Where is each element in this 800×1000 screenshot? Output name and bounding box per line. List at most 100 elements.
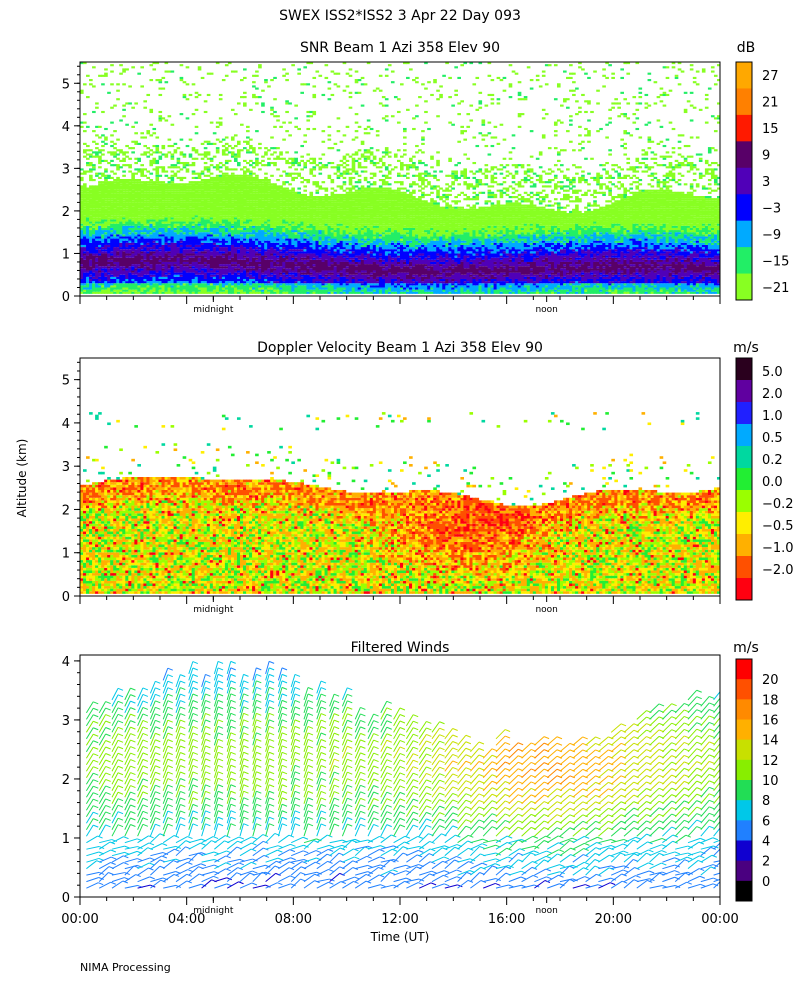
snr-cell	[185, 255, 190, 260]
snr-cell	[200, 142, 205, 145]
snr-cell	[481, 227, 486, 231]
snr-cell	[505, 255, 510, 258]
snr-cell	[200, 210, 205, 214]
snr-cell	[95, 187, 99, 201]
snr-cell	[264, 147, 268, 150]
snr-cell	[487, 259, 492, 269]
snr-cell	[288, 157, 292, 160]
snr-cell	[460, 170, 464, 175]
snr-cell	[403, 272, 407, 284]
snr-cell	[348, 221, 353, 233]
snr-cell	[378, 102, 383, 105]
snr-cell	[466, 281, 471, 284]
snr-cell	[369, 176, 374, 179]
snr-cell	[427, 81, 431, 84]
snr-cell	[369, 127, 374, 131]
snr-cell	[403, 174, 407, 177]
snr-cell	[134, 191, 138, 199]
snr-cell	[291, 257, 295, 260]
snr-cell	[101, 266, 105, 269]
snr-cell	[104, 193, 108, 199]
snr-cell	[448, 76, 452, 80]
snr-cell	[409, 259, 413, 262]
snr-cell	[188, 191, 193, 197]
snr-cell	[194, 270, 199, 275]
snr-cell	[454, 66, 458, 69]
snr-cell	[170, 219, 175, 222]
snr-cell	[342, 176, 347, 179]
snr-cell	[508, 283, 513, 286]
snr-cell	[309, 247, 314, 254]
snr-cell	[176, 234, 181, 241]
snr-cell	[291, 64, 295, 67]
snr-cell	[514, 208, 519, 211]
snr-cell	[95, 264, 99, 269]
snr-cell	[318, 230, 323, 235]
snr-cell	[369, 276, 374, 284]
snr-cell	[167, 264, 172, 269]
snr-cell	[140, 136, 144, 139]
snr-cell	[520, 240, 525, 252]
snr-cell	[170, 230, 175, 237]
snr-cell	[415, 225, 419, 228]
snr-cell	[312, 181, 317, 186]
snr-cell	[285, 72, 289, 75]
snr-cell	[119, 64, 123, 67]
snr-cell	[372, 285, 377, 288]
snr-cell	[505, 223, 510, 228]
snr-cell	[300, 257, 304, 260]
snr-cell	[246, 266, 250, 269]
snr-cell	[125, 208, 129, 211]
snr-cell	[224, 136, 229, 139]
snr-cell	[297, 251, 301, 254]
snr-cell	[243, 259, 247, 269]
snr-cell	[110, 266, 114, 269]
snr-cell	[227, 62, 232, 65]
snr-cell	[342, 247, 347, 250]
snr-cell	[200, 189, 205, 197]
snr-cell	[212, 223, 217, 228]
snr-cell	[315, 191, 320, 194]
snr-cell	[246, 268, 250, 273]
snr-cell	[128, 232, 132, 235]
snr-cell	[240, 196, 244, 205]
snr-cell	[421, 187, 425, 190]
snr-cell	[345, 125, 350, 128]
snr-cell	[324, 219, 329, 222]
snr-cell	[315, 255, 320, 260]
snr-cell	[430, 215, 434, 218]
snr-cell	[369, 225, 374, 231]
snr-cell	[363, 264, 368, 271]
snr-cell	[454, 230, 458, 233]
snr-cell	[188, 185, 193, 188]
snr-cell	[104, 221, 108, 228]
snr-cell	[206, 223, 211, 228]
snr-cell	[191, 83, 196, 86]
snr-cell	[227, 281, 232, 284]
snr-cell	[354, 219, 359, 222]
snr-cell	[83, 215, 87, 226]
snr-cell	[200, 198, 205, 201]
snr-cell	[481, 259, 486, 262]
snr-cell	[176, 183, 181, 188]
snr-cell	[312, 257, 317, 260]
snr-cell	[209, 181, 214, 184]
snr-cell	[197, 183, 202, 190]
snr-cell	[415, 238, 419, 241]
snr-cell	[448, 121, 452, 124]
snr-cell	[487, 283, 492, 288]
snr-cell	[164, 170, 169, 173]
snr-cell	[261, 181, 265, 184]
snr-cell	[224, 227, 229, 233]
snr-cell	[125, 219, 129, 222]
snr-cell	[451, 278, 455, 282]
snr-cell	[185, 168, 190, 173]
snr-cell	[421, 138, 425, 141]
snr-cell	[134, 217, 138, 224]
snr-cell	[460, 130, 464, 135]
snr-cell	[351, 198, 356, 201]
snr-cell	[511, 272, 516, 284]
snr-cell	[505, 164, 510, 167]
snr-cell	[478, 183, 483, 186]
snr-cell	[508, 261, 513, 267]
